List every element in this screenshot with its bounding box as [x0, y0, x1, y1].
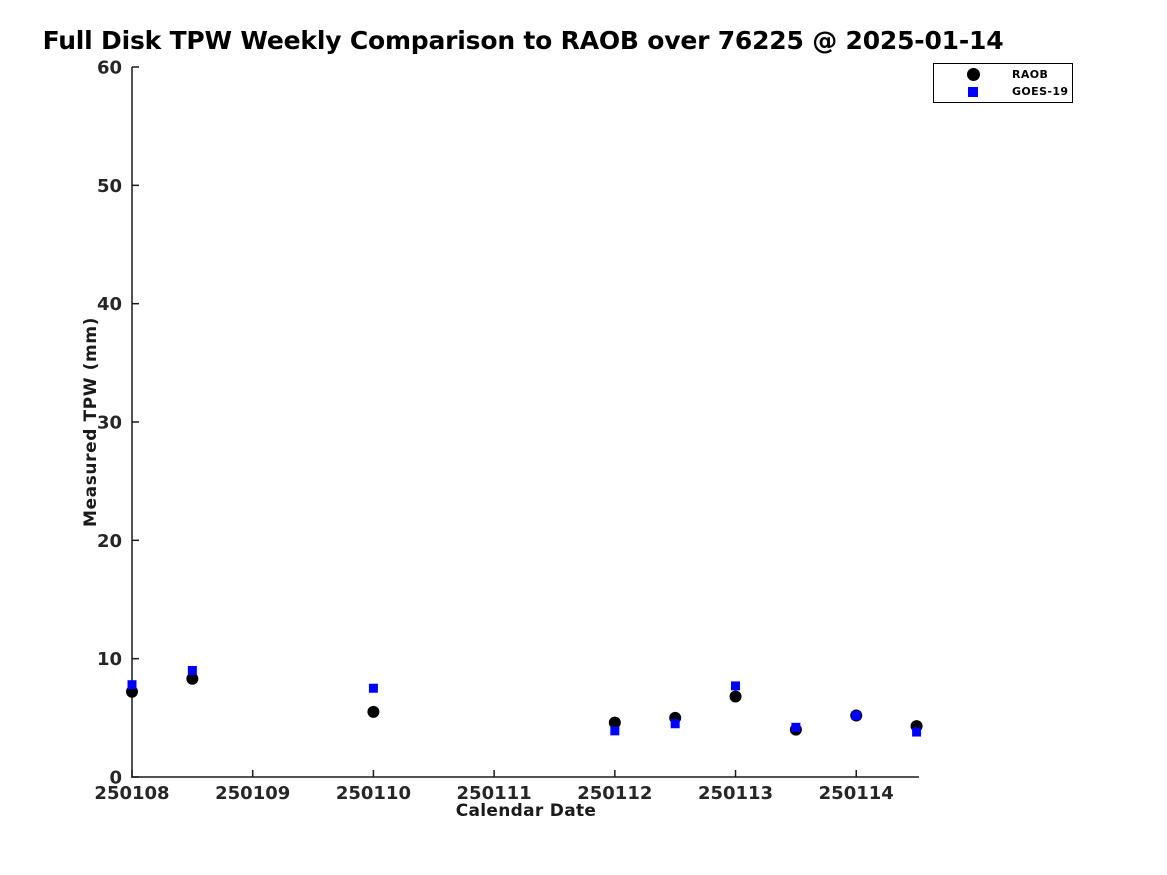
- x-tick-label: 250110: [336, 783, 411, 804]
- data-point-goes-19: [912, 727, 922, 737]
- legend-marker-cell: [934, 68, 1012, 81]
- legend-marker-cell: [934, 86, 1012, 97]
- x-tick-label: 250112: [577, 783, 652, 804]
- data-point-raob: [367, 705, 380, 718]
- y-tick-label: 50: [97, 176, 122, 197]
- x-tick-label: 250113: [698, 783, 773, 804]
- data-point-raob: [608, 716, 621, 729]
- x-tick-label: 250108: [94, 783, 169, 804]
- y-tick-label: 40: [97, 294, 122, 315]
- data-point-goes-19: [791, 722, 801, 732]
- data-point-goes-19: [851, 710, 861, 720]
- data-point-goes-19: [368, 683, 378, 693]
- x-tick-label: 250109: [215, 783, 290, 804]
- raob-circle-icon: [966, 68, 980, 81]
- y-tick-label: 10: [97, 649, 122, 670]
- goes-19-square-icon: [968, 86, 978, 97]
- x-tick-label: 250114: [819, 783, 894, 804]
- data-point-goes-19: [187, 666, 197, 675]
- x-tick-label: 250111: [457, 783, 532, 804]
- chart-title: Full Disk TPW Weekly Comparison to RAOB …: [42, 26, 1004, 55]
- y-tick-label: 30: [97, 413, 122, 434]
- legend: RAOB GOES-19: [933, 63, 1073, 103]
- legend-item-goes-19: GOES-19: [934, 84, 1072, 99]
- data-point-goes-19: [610, 726, 620, 736]
- legend-item-raob: RAOB: [934, 67, 1072, 82]
- data-point-raob: [729, 690, 742, 703]
- y-tick-label: 0: [109, 768, 122, 789]
- y-tick-label: 60: [97, 58, 122, 79]
- legend-label-goes-19: GOES-19: [1012, 85, 1069, 98]
- data-point-raob: [186, 672, 199, 685]
- x-axis-label: Calendar Date: [455, 801, 597, 821]
- data-point-goes-19: [670, 719, 680, 729]
- legend-label-raob: RAOB: [1012, 68, 1049, 81]
- y-tick-label: 20: [97, 531, 122, 552]
- data-point-goes-19: [731, 681, 741, 691]
- data-point-goes-19: [127, 680, 137, 690]
